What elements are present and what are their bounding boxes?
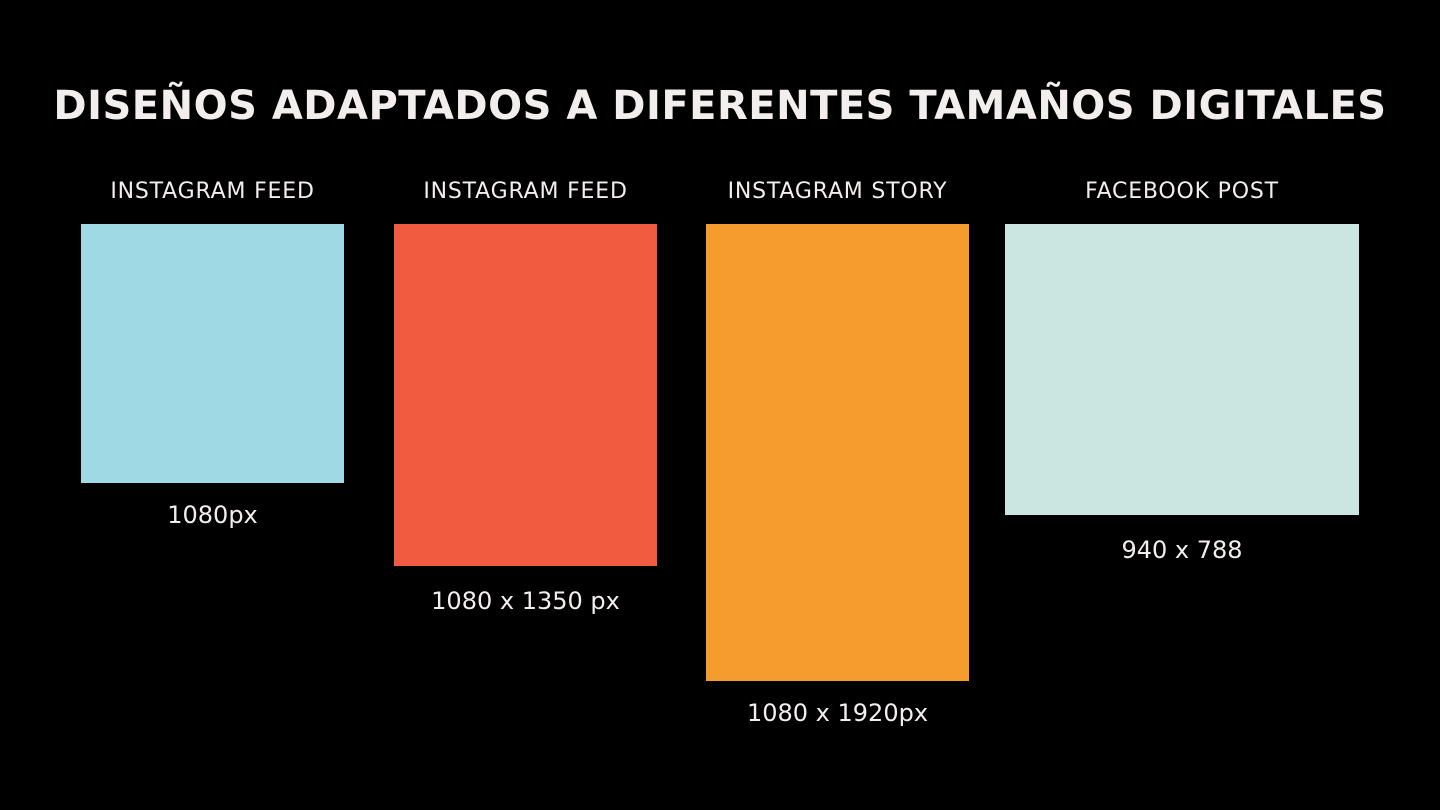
format-preview-instagram-story	[706, 224, 969, 681]
format-label-facebook-post: FACEBOOK POST	[1085, 179, 1279, 204]
format-size-facebook-post: 940 x 788	[1121, 536, 1243, 564]
format-label-instagram-story: INSTAGRAM STORY	[727, 179, 948, 204]
format-size-instagram-story: 1080 x 1920px	[746, 699, 929, 727]
format-preview-instagram-feed-portrait	[394, 224, 657, 566]
format-label-instagram-feed-square: INSTAGRAM FEED	[110, 179, 315, 204]
page-title: DISEÑOS ADAPTADOS A DIFERENTES TAMAÑOS D…	[53, 83, 1387, 129]
format-label-instagram-feed-portrait: INSTAGRAM FEED	[423, 179, 628, 204]
format-preview-facebook-post	[1005, 224, 1359, 515]
format-size-instagram-feed-portrait: 1080 x 1350 px	[431, 587, 620, 615]
format-preview-instagram-feed-square	[81, 224, 344, 483]
format-size-instagram-feed-square: 1080px	[167, 501, 258, 529]
